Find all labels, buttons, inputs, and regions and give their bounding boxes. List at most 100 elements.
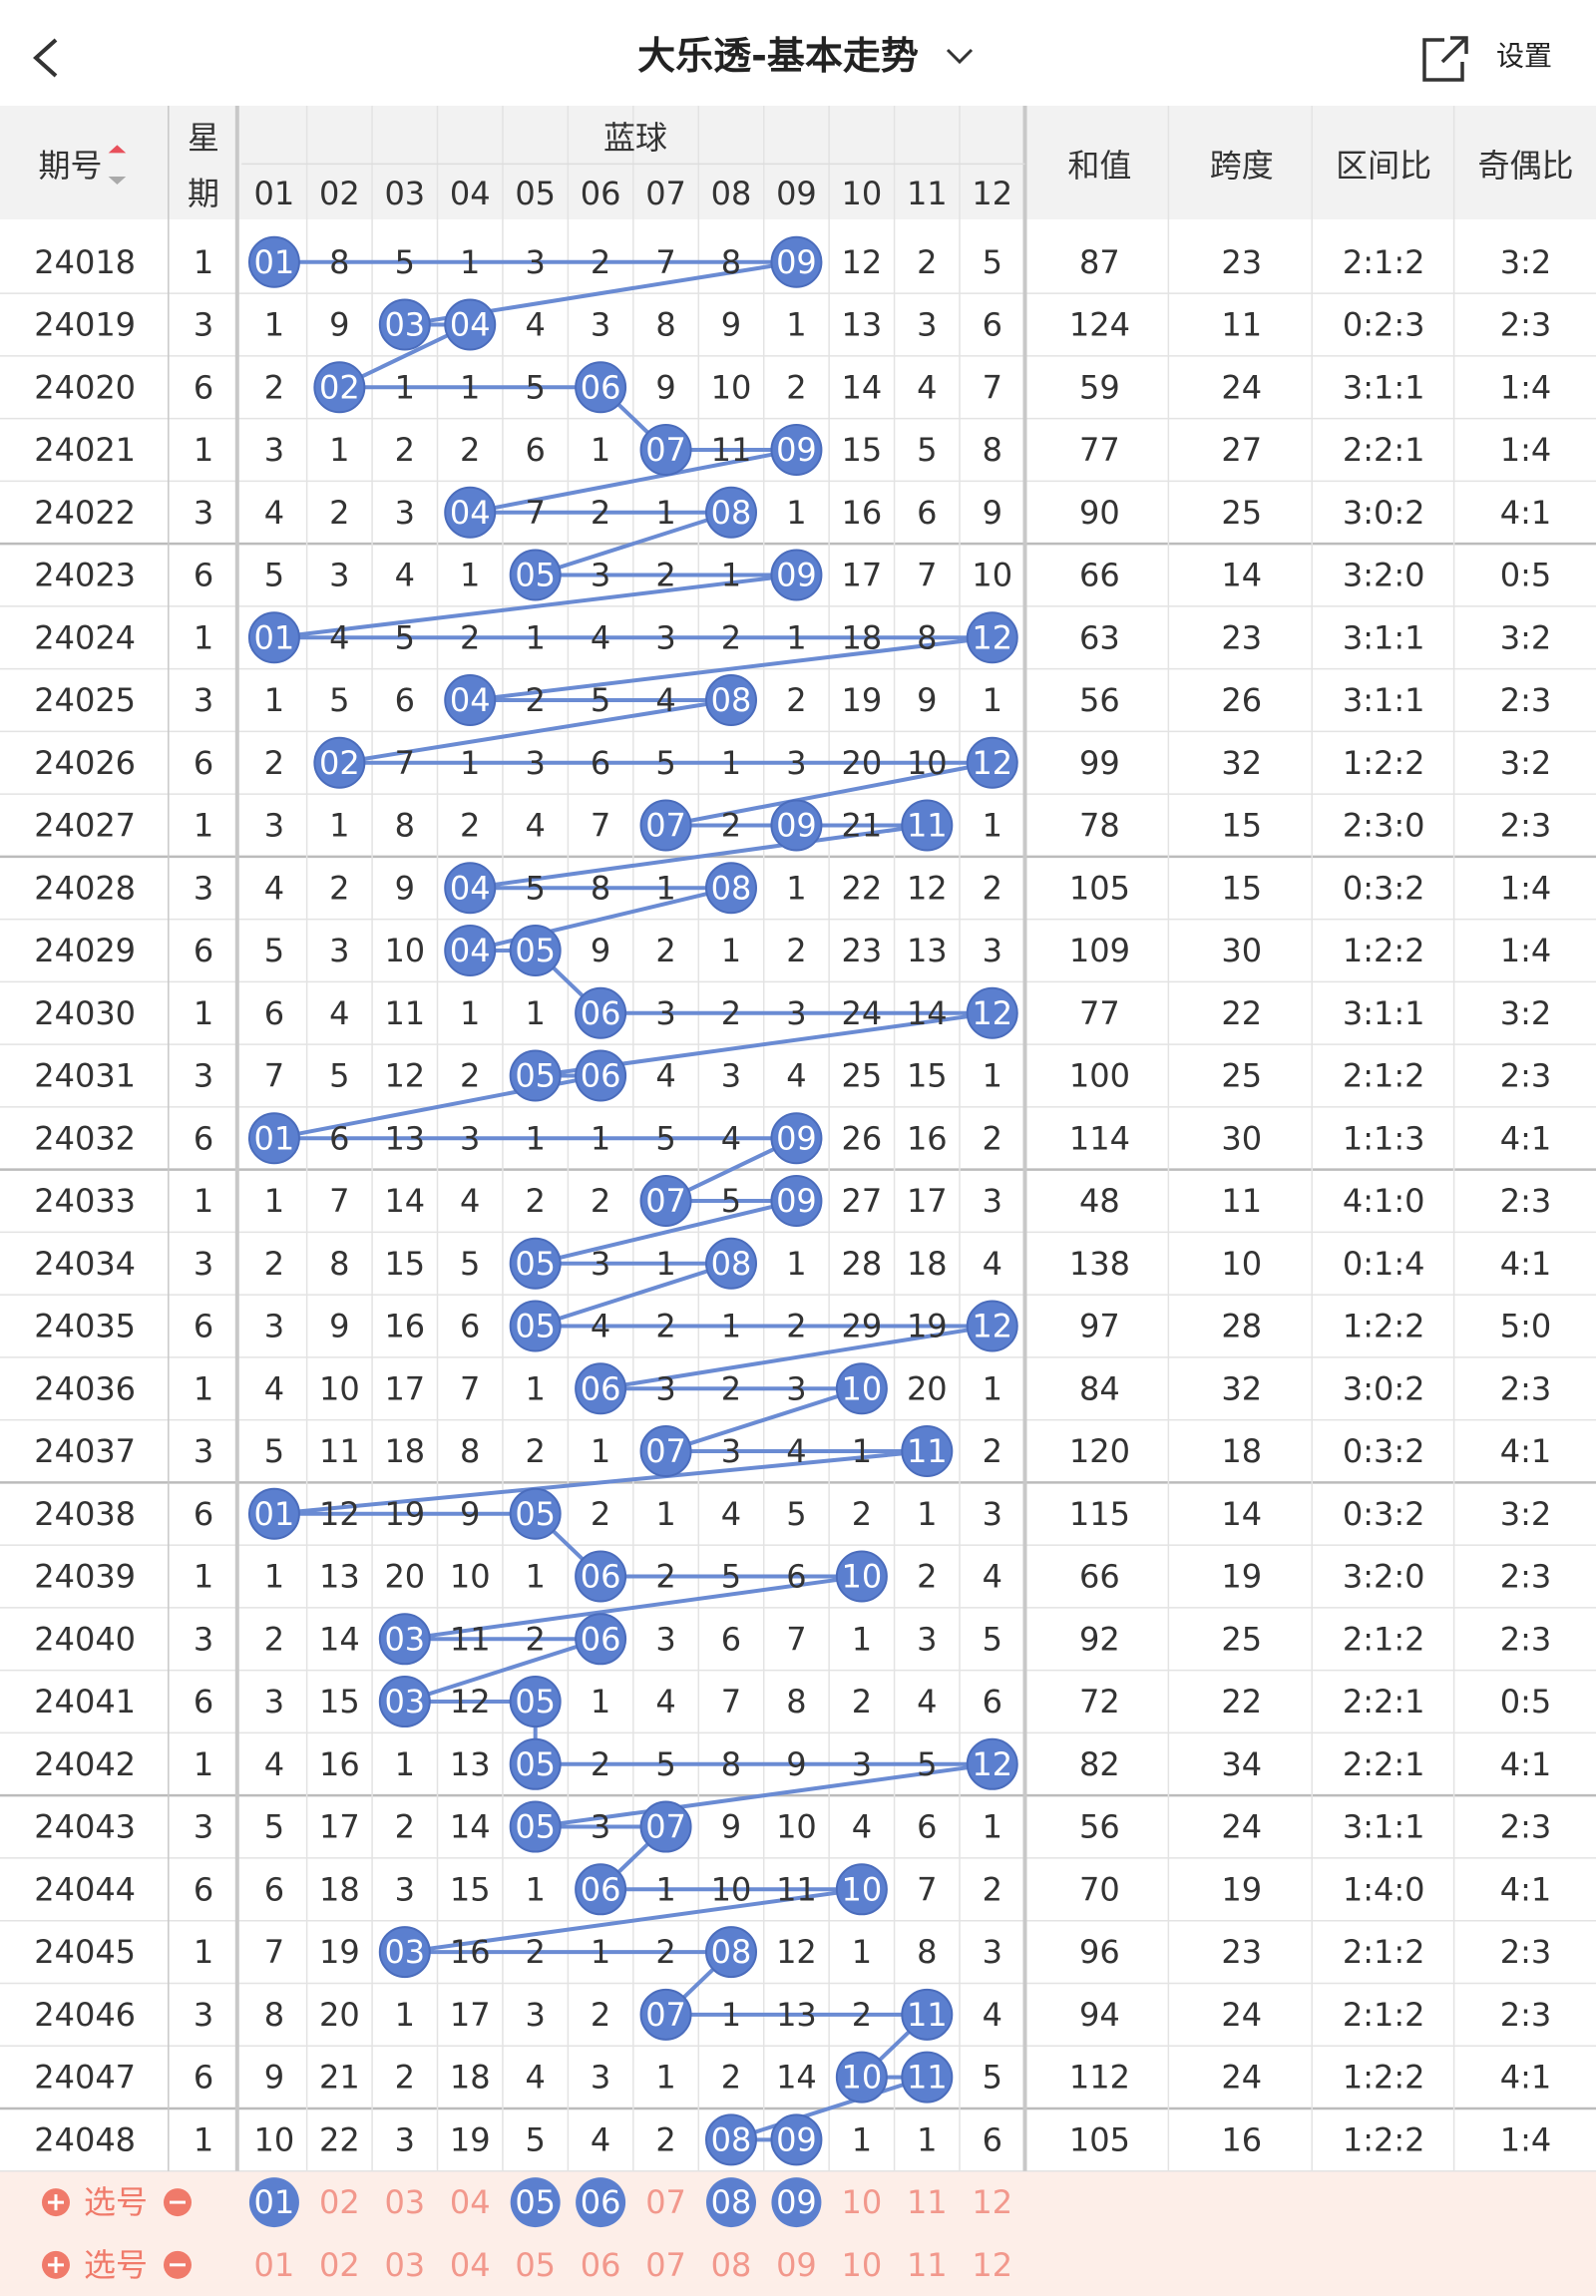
miss-count: 13 xyxy=(319,1558,360,1596)
column-header: 蓝球 xyxy=(603,119,667,157)
pick-ball[interactable]: 10 xyxy=(842,2183,883,2221)
miss-count: 5 xyxy=(525,2120,545,2158)
miss-count: 3 xyxy=(525,1996,545,2034)
title-dropdown[interactable] xyxy=(946,48,974,65)
miss-count: 4 xyxy=(721,1119,741,1157)
miss-count: 2 xyxy=(264,1245,284,1283)
span: 24 xyxy=(1221,1808,1262,1846)
miss-count: 17 xyxy=(907,1182,948,1220)
sum: 82 xyxy=(1079,1745,1120,1783)
miss-count: 3 xyxy=(917,1620,937,1658)
sum: 94 xyxy=(1079,1996,1120,2034)
odd-even-ratio: 0:5 xyxy=(1500,1683,1552,1721)
pick-ball[interactable]: 02 xyxy=(319,2183,360,2221)
miss-count: 7 xyxy=(917,1870,937,1908)
hit-ball xyxy=(639,1425,692,1478)
miss-count: 4 xyxy=(525,807,545,845)
hit-ball xyxy=(313,361,366,414)
hit-number: 07 xyxy=(645,1808,686,1846)
pick-ball[interactable]: 10 xyxy=(842,2246,883,2284)
miss-count: 1 xyxy=(591,1683,610,1721)
add-icon xyxy=(48,2194,64,2211)
pick-ball[interactable]: 03 xyxy=(384,2183,425,2221)
pick-ball[interactable]: 07 xyxy=(645,2183,686,2221)
weekday: 6 xyxy=(194,1870,213,1908)
zone-ratio: 0:3:2 xyxy=(1343,869,1425,907)
remove-button[interactable] xyxy=(164,2188,192,2217)
ball-header: 12 xyxy=(972,175,1012,212)
pick-ball[interactable]: 04 xyxy=(450,2183,491,2221)
hit-number: 09 xyxy=(776,2120,817,2158)
pick-ball[interactable]: 01 xyxy=(254,2246,295,2284)
miss-count: 10 xyxy=(384,932,425,969)
hit-ball xyxy=(575,1613,627,1666)
miss-count: 9 xyxy=(329,306,349,344)
span: 23 xyxy=(1221,618,1262,656)
miss-count: 3 xyxy=(264,1308,284,1345)
pick-number: 01 xyxy=(254,2183,295,2221)
miss-count: 1 xyxy=(264,1182,284,1220)
pick-ball[interactable]: 05 xyxy=(510,2177,561,2228)
pick-ball[interactable]: 09 xyxy=(776,2246,817,2284)
zone-ratio: 2:2:1 xyxy=(1343,1683,1425,1721)
pick-ball[interactable]: 11 xyxy=(907,2183,948,2221)
pick-ball[interactable]: 08 xyxy=(711,2246,752,2284)
miss-count: 3 xyxy=(655,618,675,656)
pick-ball[interactable]: 03 xyxy=(384,2246,425,2284)
pick-ball[interactable]: 02 xyxy=(319,2246,360,2284)
share-button[interactable] xyxy=(1422,36,1468,82)
miss-count: 1 xyxy=(917,1495,937,1533)
period: 24024 xyxy=(34,618,136,656)
miss-count: 28 xyxy=(842,1245,883,1283)
odd-even-ratio: 2:3 xyxy=(1500,1620,1552,1658)
hit-ball xyxy=(444,298,497,351)
miss-count: 11 xyxy=(384,994,425,1032)
period: 24038 xyxy=(34,1495,136,1533)
zone-ratio: 0:2:3 xyxy=(1343,306,1425,344)
miss-count: 4 xyxy=(983,1558,1002,1596)
column-header: 和值 xyxy=(1067,147,1131,185)
miss-count: 2 xyxy=(655,2120,675,2158)
odd-even-ratio: 4:1 xyxy=(1500,1119,1552,1157)
odd-even-ratio: 4:1 xyxy=(1500,1432,1552,1470)
pick-ball[interactable]: 09 xyxy=(771,2177,822,2228)
settings-button[interactable]: 设置 xyxy=(1496,40,1552,73)
miss-count: 5 xyxy=(264,932,284,969)
add-button[interactable] xyxy=(42,2188,70,2217)
pick-ball[interactable]: 06 xyxy=(576,2177,626,2228)
pick-ball[interactable]: 07 xyxy=(645,2246,686,2284)
hit-ball xyxy=(313,736,366,789)
pick-ball[interactable]: 11 xyxy=(907,2246,948,2284)
pick-ball[interactable]: 01 xyxy=(248,2177,299,2228)
back-button[interactable] xyxy=(33,38,58,78)
miss-count: 1 xyxy=(525,618,545,656)
remove-button[interactable] xyxy=(164,2250,192,2279)
pick-ball[interactable]: 08 xyxy=(705,2177,756,2228)
pick-ball[interactable]: 12 xyxy=(972,2183,1012,2221)
miss-count: 3 xyxy=(852,1745,872,1783)
miss-count: 18 xyxy=(907,1245,948,1283)
hit-ball xyxy=(901,799,954,852)
pick-ball[interactable]: 05 xyxy=(515,2246,556,2284)
miss-count: 5 xyxy=(983,2059,1002,2097)
pick-ball[interactable]: 04 xyxy=(450,2246,491,2284)
hit-ball xyxy=(509,1300,562,1352)
page-title[interactable]: 大乐透-基本走势 xyxy=(637,34,919,78)
pick-number: 04 xyxy=(450,2246,491,2284)
period: 24048 xyxy=(34,2120,136,2158)
miss-count: 2 xyxy=(591,1182,610,1220)
pick-ball[interactable]: 06 xyxy=(581,2246,621,2284)
hit-number: 01 xyxy=(254,1119,295,1157)
pick-ball[interactable]: 12 xyxy=(972,2246,1012,2284)
hit-ball xyxy=(901,1988,954,2041)
miss-count: 7 xyxy=(917,557,937,594)
hit-number: 09 xyxy=(776,243,817,281)
hit-ball xyxy=(770,799,823,852)
sum: 66 xyxy=(1079,1558,1120,1596)
hit-ball xyxy=(575,1550,627,1603)
add-button[interactable] xyxy=(42,2250,70,2279)
weekday: 3 xyxy=(194,306,213,344)
hit-number: 03 xyxy=(384,306,425,344)
